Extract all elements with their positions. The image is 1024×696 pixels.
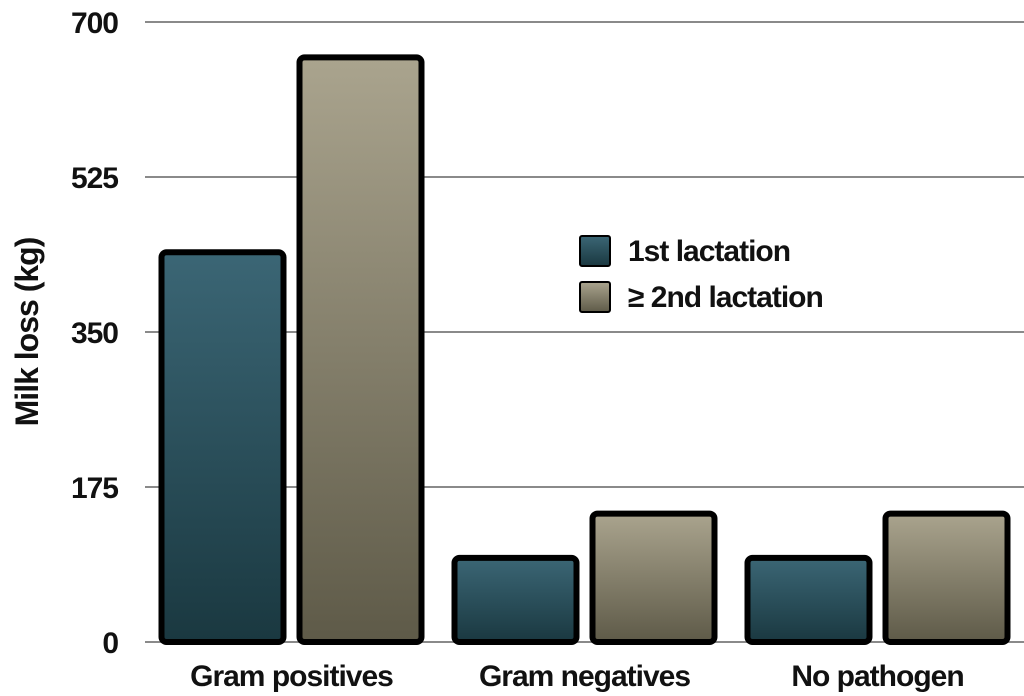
- bar-first-lactation: [158, 249, 287, 646]
- y-tick-label: 525: [71, 162, 118, 195]
- y-tick-label: 350: [71, 317, 118, 350]
- bars: [158, 54, 1011, 646]
- legend-swatch: [579, 281, 611, 313]
- y-axis-title: Milk loss (kg): [9, 237, 45, 426]
- bar-first-lactation: [744, 554, 873, 645]
- legend-swatch: [579, 235, 611, 267]
- x-axis-categories: Gram positives Gram negatives No pathogen: [190, 660, 965, 693]
- bar-second-plus-lactation: [882, 510, 1011, 645]
- legend-label: 1st lactation: [628, 235, 790, 268]
- y-tick-label: 700: [71, 7, 118, 40]
- legend: 1st lactation ≥ 2nd lactation: [579, 235, 824, 314]
- bar-first-lactation: [451, 554, 580, 645]
- x-category-label: Gram positives: [190, 660, 393, 693]
- legend-label: ≥ 2nd lactation: [628, 281, 823, 314]
- y-tick-label: 0: [102, 627, 118, 660]
- x-category-label: Gram negatives: [479, 660, 690, 693]
- bar-second-plus-lactation: [589, 510, 718, 645]
- y-axis-ticks: 0 175 350 525 700: [71, 7, 119, 660]
- bar-second-plus-lactation: [296, 54, 425, 645]
- gridlines: [145, 21, 1024, 643]
- y-tick-label: 175: [71, 472, 118, 505]
- x-category-label: No pathogen: [791, 660, 963, 693]
